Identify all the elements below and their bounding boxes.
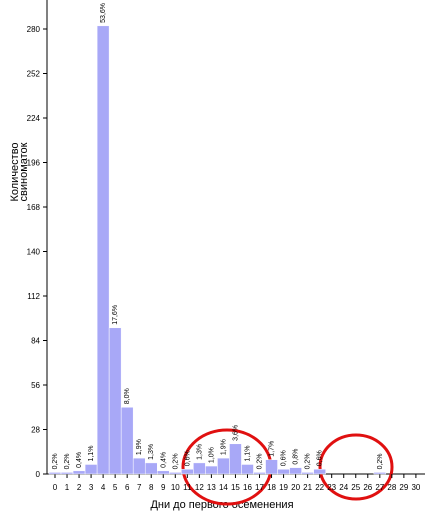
x-tick-label: 21 [303,483,312,492]
bar [157,470,170,475]
bar [120,407,134,475]
data-label: 1,9% [220,439,227,455]
x-tick-label: 20 [291,483,300,492]
x-tick-label: 0 [53,483,58,492]
x-tick-label: 10 [171,483,180,492]
bar [108,327,122,475]
x-tick-label: 22 [315,483,324,492]
x-tick-label: 29 [399,483,408,492]
y-axis-label: свиноматок [18,142,30,201]
y-tick-label: 140 [27,248,41,257]
data-label: 0,2% [64,453,71,469]
bar [313,468,326,475]
data-label: 0,2% [305,453,312,469]
x-tick-label: 12 [195,483,204,492]
x-tick-label: 25 [351,483,360,492]
y-tick-label: 0 [36,470,41,479]
x-tick-label: 9 [161,483,166,492]
bar [193,462,206,475]
y-tick-label: 224 [27,114,41,123]
highlight-circle [318,433,394,501]
data-label: 0,8% [293,449,300,465]
bar [265,459,278,475]
x-tick-label: 26 [363,483,372,492]
bar [132,457,146,475]
data-label: 1,0% [208,447,215,463]
x-tick-label: 11 [183,483,192,492]
y-tick-label: 28 [31,426,40,435]
x-tick-label: 24 [339,483,348,492]
x-tick-label: 18 [267,483,276,492]
bar [60,472,74,475]
x-tick-label: 5 [113,483,118,492]
x-tick-label: 8 [149,483,154,492]
x-tick-label: 6 [125,483,130,492]
bar [181,468,194,475]
x-tick-label: 4 [101,483,106,492]
bar [144,462,158,475]
x-tick-label: 1 [65,483,70,492]
data-label: 0,2% [172,453,179,469]
bar [48,472,62,475]
bar [84,464,98,475]
x-tick-label: 14 [219,483,228,492]
y-tick-label: 168 [27,203,41,212]
y-tick-label: 196 [27,159,41,168]
data-label: 1,1% [88,445,95,461]
data-label: 0,2% [52,453,59,469]
data-label: 0,6% [317,450,324,466]
x-tick-label: 3 [89,483,94,492]
bar [72,470,86,475]
data-label: 1,3% [148,444,155,460]
x-tick-label: 17 [255,483,264,492]
data-label: 0,6% [184,450,191,466]
x-tick-label: 13 [207,483,216,492]
data-label: 0,4% [76,452,83,468]
data-label: 0,6% [281,450,288,466]
data-label: 8,0% [124,388,131,404]
data-label: 0,2% [377,453,384,469]
bar [229,443,242,475]
x-tick-label: 28 [387,483,396,492]
x-tick-label: 27 [375,483,384,492]
bar [277,468,290,475]
y-tick-label: 252 [27,70,41,79]
data-label: 3,6% [232,425,239,441]
bar [169,472,182,475]
x-tick-label: 7 [137,483,142,492]
x-tick-label: 19 [279,483,288,492]
data-label: 0,2% [257,453,264,469]
data-label: 1,7% [269,441,276,457]
data-label: 1,3% [196,444,203,460]
x-tick-label: 16 [243,483,252,492]
bar [253,472,266,475]
data-label: 1,1% [244,445,251,461]
bar [205,465,218,475]
bar [373,472,387,475]
y-tick-label: 56 [31,381,40,390]
bar [289,467,302,475]
y-tick-label: 280 [27,25,41,34]
data-label: 1,9% [136,439,143,455]
data-label: 17,6% [112,305,119,325]
bar [241,464,254,475]
x-tick-label: 2 [77,483,82,492]
bar [96,25,110,475]
data-label: 53,6% [100,3,107,23]
bar [301,472,314,475]
data-label: 0,4% [160,452,167,468]
x-tick-label: 30 [411,483,420,492]
y-tick-label: 84 [31,337,40,346]
y-tick-label: 112 [27,292,40,301]
y-axis-label: Количество [9,142,21,201]
x-tick-label: 15 [231,483,240,492]
bar [217,457,230,475]
x-tick-label: 23 [327,483,336,492]
